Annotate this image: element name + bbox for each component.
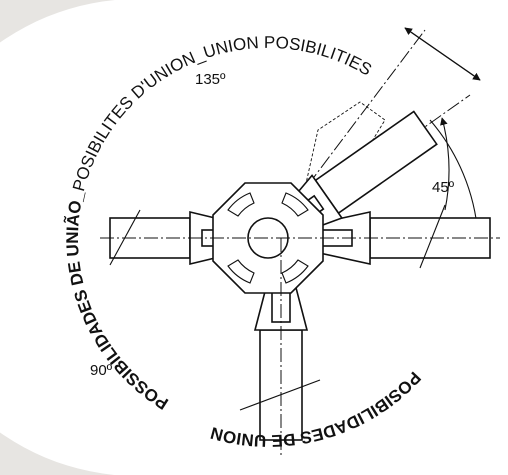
angle-label: 45º — [432, 179, 455, 196]
angle-label: 135º — [195, 71, 226, 88]
diagram: 135º 45º 90º POSSIBILIDADES DE UNIÃO_POS… — [0, 0, 508, 475]
